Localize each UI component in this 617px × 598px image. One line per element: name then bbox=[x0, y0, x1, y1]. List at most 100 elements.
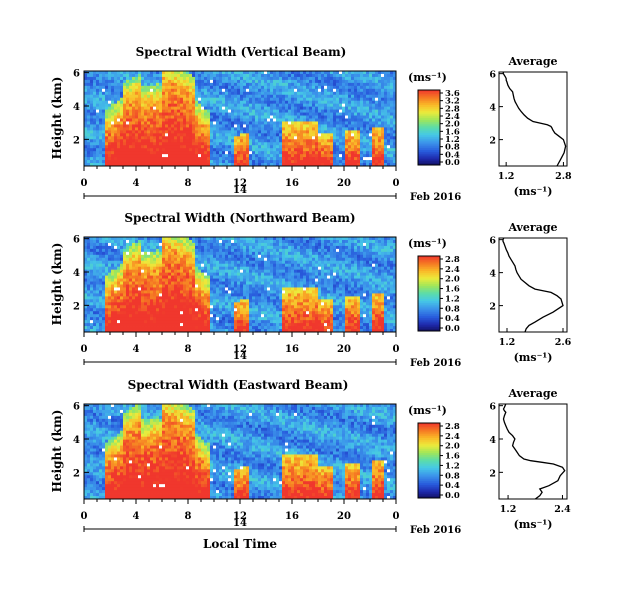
heat-cell bbox=[207, 82, 211, 87]
heat-cell bbox=[333, 91, 337, 96]
heat-cell bbox=[141, 248, 145, 253]
heat-cell bbox=[111, 239, 115, 244]
heat-cell bbox=[96, 245, 100, 250]
heat-cell bbox=[219, 130, 223, 134]
heat-cell bbox=[297, 82, 301, 87]
heat-cell bbox=[183, 314, 187, 318]
heat-cell bbox=[333, 97, 337, 102]
heat-cell bbox=[189, 139, 193, 143]
heat-cell bbox=[99, 124, 103, 128]
heat-cell bbox=[210, 254, 214, 259]
heat-cell bbox=[369, 163, 373, 167]
heat-cell bbox=[93, 82, 97, 87]
heat-cell bbox=[102, 287, 106, 291]
heat-cell bbox=[162, 97, 166, 102]
heat-cell bbox=[126, 139, 130, 143]
x-tick-label: 12 bbox=[233, 178, 247, 189]
heat-cell bbox=[237, 82, 241, 87]
heat-cell bbox=[213, 290, 217, 294]
heat-cell bbox=[252, 73, 256, 78]
heat-cell bbox=[108, 76, 112, 81]
heat-cell bbox=[201, 269, 205, 274]
heat-cell bbox=[297, 160, 301, 164]
heat-cell bbox=[354, 109, 358, 113]
heat-cell bbox=[180, 257, 184, 262]
heat-cell bbox=[321, 160, 325, 164]
heat-cell bbox=[213, 326, 217, 330]
heat-cell bbox=[162, 278, 166, 282]
heat-cell bbox=[102, 124, 106, 128]
heat-cell bbox=[123, 296, 127, 300]
heat-cell bbox=[321, 94, 325, 99]
heat-cell bbox=[144, 239, 148, 244]
heat-cell bbox=[108, 281, 112, 285]
heat-cell bbox=[321, 100, 325, 105]
heat-cell bbox=[213, 124, 217, 128]
heat-cell bbox=[276, 76, 280, 81]
heat-cell bbox=[186, 133, 190, 137]
heat-cell bbox=[234, 133, 238, 137]
heat-cell bbox=[222, 106, 226, 110]
heat-cell bbox=[123, 97, 127, 102]
heat-cell bbox=[132, 296, 136, 300]
heat-cell bbox=[366, 142, 370, 146]
heat-cell bbox=[192, 284, 196, 288]
heat-cell bbox=[168, 269, 172, 274]
heat-cell bbox=[285, 121, 289, 125]
heat-cell bbox=[96, 118, 100, 122]
heat-cell bbox=[387, 124, 391, 128]
heat-cell bbox=[219, 287, 223, 291]
heat-cell bbox=[285, 139, 289, 143]
heat-cell bbox=[165, 287, 169, 291]
heat-cell bbox=[303, 142, 307, 146]
heat-cell bbox=[204, 305, 208, 309]
heat-cell bbox=[264, 130, 268, 134]
heat-cell bbox=[195, 145, 199, 149]
heat-cell bbox=[84, 127, 88, 131]
heat-cell bbox=[111, 314, 115, 318]
heat-cell bbox=[222, 239, 226, 244]
heat-cell bbox=[180, 281, 184, 285]
heat-cell bbox=[279, 148, 283, 152]
heat-cell bbox=[387, 109, 391, 113]
heat-cell bbox=[213, 317, 217, 321]
heat-cell bbox=[165, 118, 169, 122]
heat-cell bbox=[147, 139, 151, 143]
heat-cell bbox=[345, 88, 349, 93]
heat-cell bbox=[84, 329, 88, 333]
heat-cell bbox=[174, 266, 178, 271]
heat-cell bbox=[96, 323, 100, 327]
heat-cell bbox=[234, 124, 238, 128]
heat-cell bbox=[126, 136, 130, 140]
heat-cell bbox=[99, 257, 103, 262]
heat-cell bbox=[381, 115, 385, 119]
heat-cell bbox=[216, 311, 220, 315]
heat-cell bbox=[297, 139, 301, 143]
heat-cell bbox=[372, 71, 376, 75]
heat-cell bbox=[234, 94, 238, 99]
colorbar-segment bbox=[418, 118, 440, 121]
heat-cell bbox=[129, 281, 133, 285]
heat-cell bbox=[138, 290, 142, 294]
heat-cell bbox=[138, 263, 142, 268]
heat-cell bbox=[216, 79, 220, 84]
heat-cell bbox=[276, 97, 280, 102]
heat-cell bbox=[129, 314, 133, 318]
heat-cell bbox=[273, 85, 277, 90]
heat-cell bbox=[288, 148, 292, 152]
heat-cell bbox=[96, 121, 100, 125]
heat-cell bbox=[123, 251, 127, 256]
heat-cell bbox=[234, 106, 238, 110]
heat-cell bbox=[252, 118, 256, 122]
heat-cell bbox=[105, 103, 109, 108]
heat-cell bbox=[156, 76, 160, 81]
heat-cell bbox=[126, 100, 130, 105]
heat-cell bbox=[87, 163, 91, 167]
heat-cell bbox=[99, 73, 103, 78]
heat-cell bbox=[282, 115, 286, 119]
heat-cell bbox=[114, 139, 118, 143]
heat-cell bbox=[366, 133, 370, 137]
heat-cell bbox=[201, 317, 205, 321]
heat-cell bbox=[360, 103, 364, 108]
heat-cell bbox=[198, 148, 202, 152]
